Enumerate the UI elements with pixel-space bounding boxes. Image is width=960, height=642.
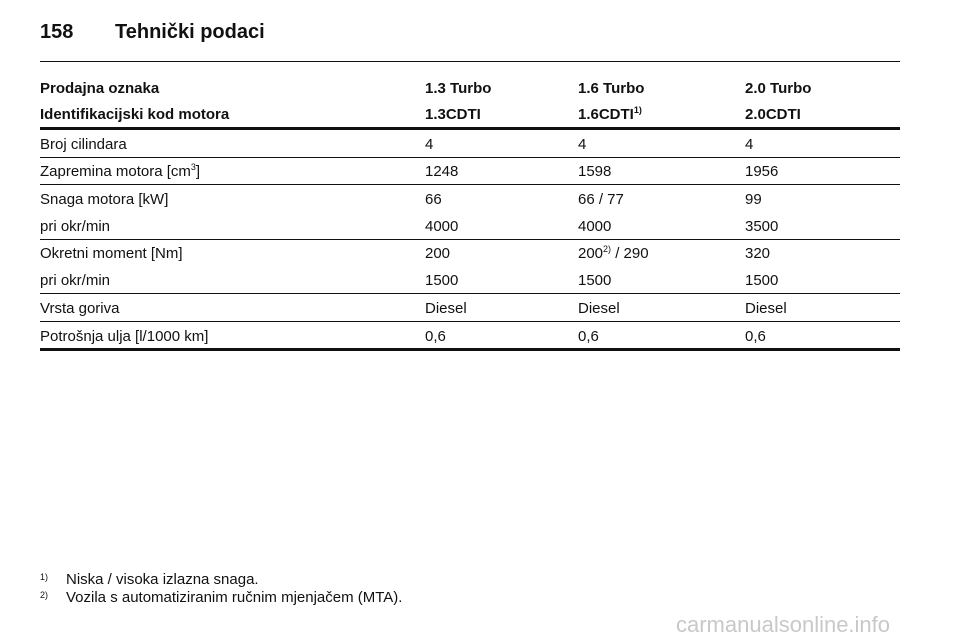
- table-cell: 1248: [425, 163, 459, 180]
- table-cell: 1500: [425, 272, 459, 289]
- watermark: carmanualsonline.info: [676, 612, 891, 637]
- table-rule: [40, 348, 900, 351]
- table-cell: 4: [745, 136, 754, 153]
- table-cell: 1500: [578, 272, 612, 289]
- table-cell: 1.3 Turbo: [425, 80, 492, 97]
- table-cell: Diesel: [578, 300, 620, 317]
- table-cell: 4000: [425, 218, 459, 235]
- footnote-marker: 2): [40, 590, 49, 600]
- page-title: Tehnički podaci: [115, 21, 265, 43]
- cell-text: ]: [195, 163, 201, 180]
- superscript: 1): [633, 105, 642, 115]
- table-cell: 4000: [578, 218, 612, 235]
- table-cell: 1.6CDTI1): [578, 106, 642, 124]
- table-cell: pri okr/min: [40, 218, 111, 235]
- table-cell: 1598: [578, 163, 612, 180]
- table-cell: 200: [425, 245, 451, 262]
- table-cell: Zapremina motora [cm3]: [40, 163, 200, 181]
- table-cell: 99: [745, 191, 762, 208]
- row-rule: [40, 321, 900, 322]
- table-cell: 0,6: [578, 328, 599, 345]
- table-cell: Snaga motora [kW]: [40, 191, 169, 208]
- table-cell: Potrošnja ulja [l/1000 km]: [40, 328, 209, 345]
- table-cell: 320: [745, 245, 771, 262]
- table-cell: Vrsta goriva: [40, 300, 120, 317]
- row-rule: [40, 239, 900, 240]
- cell-text: / 290: [611, 245, 649, 262]
- header-rule: [40, 61, 900, 62]
- row-rule: [40, 293, 900, 294]
- table-cell: 66 / 77: [578, 191, 624, 208]
- table-cell: 2002) / 290: [578, 245, 649, 263]
- table-cell: Diesel: [745, 300, 787, 317]
- cell-text: 200: [578, 245, 604, 262]
- table-cell: 0,6: [425, 328, 446, 345]
- table-cell: 3500: [745, 218, 779, 235]
- footnote-marker: 1): [40, 572, 49, 582]
- table-cell: Okretni moment [Nm]: [40, 245, 183, 262]
- table-cell: Identifikacijski kod motora: [40, 106, 230, 123]
- table-cell: Broj cilindara: [40, 136, 127, 153]
- table-cell: 4: [425, 136, 434, 153]
- table-cell: 2.0CDTI: [745, 106, 801, 123]
- table-cell: 1.3CDTI: [425, 106, 481, 123]
- cell-text: Zapremina motora [cm: [40, 163, 191, 180]
- row-rule: [40, 184, 900, 185]
- table-rule: [40, 127, 900, 130]
- table-cell: pri okr/min: [40, 272, 111, 289]
- page-number: 158: [40, 21, 74, 43]
- footnote-text: Niska / visoka izlazna snaga.: [66, 571, 259, 588]
- table-cell: 1.6 Turbo: [578, 80, 645, 97]
- table-cell: Prodajna oznaka: [40, 80, 160, 97]
- footnote-text: Vozila s automatiziranim ručnim mjenjače…: [66, 589, 403, 606]
- superscript: 2): [603, 244, 612, 254]
- table-cell: 4: [578, 136, 587, 153]
- table-cell: 1500: [745, 272, 779, 289]
- superscript: 3: [190, 162, 196, 172]
- table-cell: Diesel: [425, 300, 467, 317]
- row-rule: [40, 157, 900, 158]
- table-cell: 1956: [745, 163, 779, 180]
- cell-text: 1.6CDTI: [578, 106, 634, 123]
- table-cell: 0,6: [745, 328, 766, 345]
- table-cell: 2.0 Turbo: [745, 80, 812, 97]
- table-cell: 66: [425, 191, 442, 208]
